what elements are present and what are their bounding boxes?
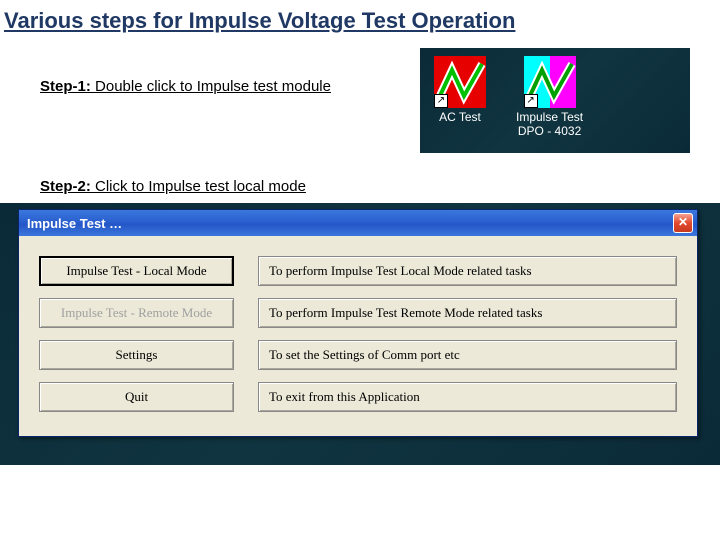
impulse-test-shortcut[interactable]: ↗ Impulse Test DPO - 4032 (516, 56, 583, 147)
impulse-test-dialog: Impulse Test … ✕ Impulse Test - Local Mo… (18, 209, 698, 437)
impulse-test-icon: ↗ (524, 56, 576, 108)
step2-text: Step-2: Click to Impulse test local mode (0, 153, 720, 203)
desktop-background: Impulse Test … ✕ Impulse Test - Local Mo… (0, 203, 720, 465)
settings-desc: To set the Settings of Comm port etc (258, 340, 677, 370)
remote-mode-button: Impulse Test - Remote Mode (39, 298, 234, 328)
quit-desc: To exit from this Application (258, 382, 677, 412)
local-mode-desc: To perform Impulse Test Local Mode relat… (258, 256, 677, 286)
shortcut-arrow-icon: ↗ (524, 94, 538, 108)
step1-prefix: Step-1: (40, 78, 95, 95)
desktop-icons-panel: ↗ AC Test ↗ Impulse Test DPO - 4032 (420, 48, 690, 153)
quit-button[interactable]: Quit (39, 382, 234, 412)
step1-text: Step-1: Double click to Impulse test mod… (40, 48, 420, 95)
content-area: Step-1: Double click to Impulse test mod… (0, 38, 720, 465)
titlebar[interactable]: Impulse Test … ✕ (19, 210, 697, 236)
row-remote-mode: Impulse Test - Remote Mode To perform Im… (39, 298, 677, 328)
ac-test-icon: ↗ (434, 56, 486, 108)
step2-body: Click to Impulse test local mode (95, 178, 306, 195)
close-button[interactable]: ✕ (673, 213, 693, 233)
row-settings: Settings To set the Settings of Comm por… (39, 340, 677, 370)
step1-body: Double click to Impulse test module (95, 78, 331, 95)
row-local-mode: Impulse Test - Local Mode To perform Imp… (39, 256, 677, 286)
local-mode-button[interactable]: Impulse Test - Local Mode (39, 256, 234, 286)
settings-button[interactable]: Settings (39, 340, 234, 370)
page-title: Various steps for Impulse Voltage Test O… (0, 0, 720, 38)
dialog-body: Impulse Test - Local Mode To perform Imp… (19, 236, 697, 436)
step1-row: Step-1: Double click to Impulse test mod… (0, 48, 720, 153)
impulse-test-label: Impulse Test DPO - 4032 (516, 110, 583, 139)
ac-test-label: AC Test (439, 110, 481, 124)
step2-prefix: Step-2: (40, 178, 95, 195)
ac-test-shortcut[interactable]: ↗ AC Test (434, 56, 486, 147)
remote-mode-desc: To perform Impulse Test Remote Mode rela… (258, 298, 677, 328)
window-title: Impulse Test … (27, 216, 673, 231)
row-quit: Quit To exit from this Application (39, 382, 677, 412)
shortcut-arrow-icon: ↗ (434, 94, 448, 108)
